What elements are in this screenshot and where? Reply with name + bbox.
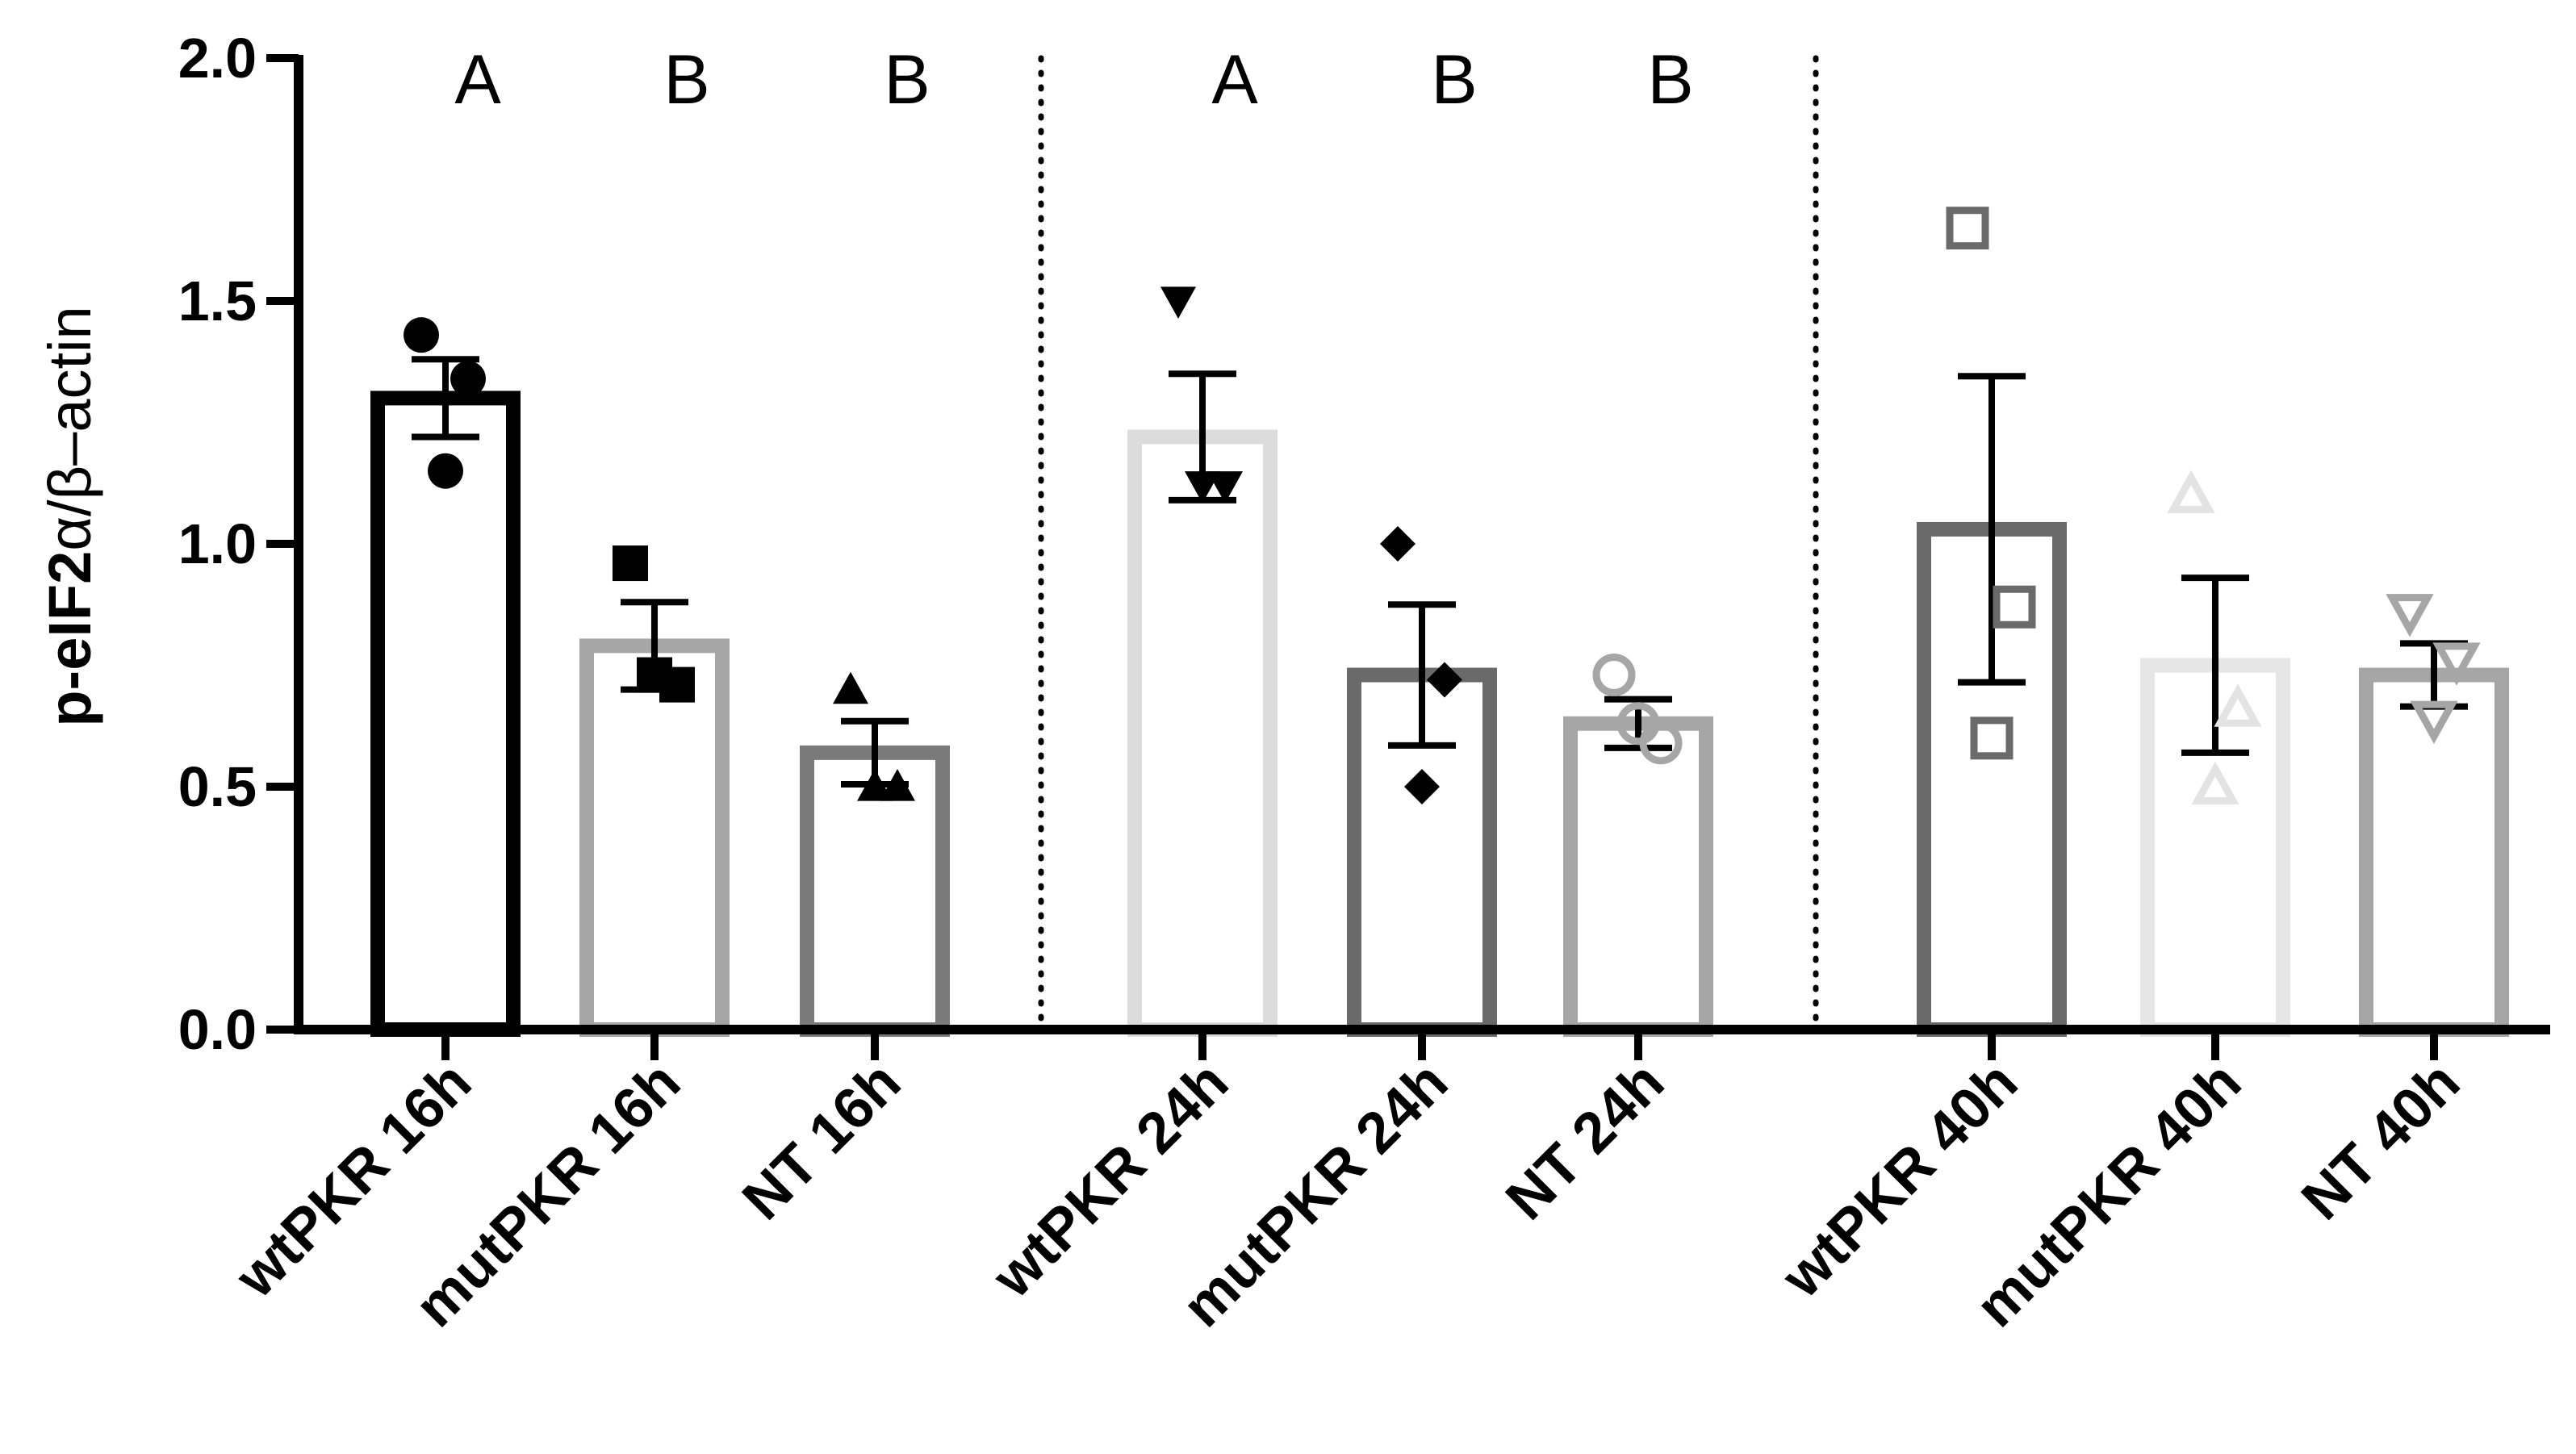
data-point-7-3 bbox=[1970, 717, 2014, 760]
significance-letter-2: B bbox=[663, 41, 709, 119]
data-point-7-1 bbox=[1946, 207, 1989, 250]
bar-4 bbox=[1127, 429, 1278, 1037]
significance-letter-4: A bbox=[1211, 41, 1258, 119]
data-point-6-1 bbox=[1592, 654, 1636, 697]
y-tick-label-1: 0.0 bbox=[178, 998, 257, 1061]
y-axis-label-alpha: α bbox=[36, 516, 103, 551]
data-point-9-3 bbox=[2410, 700, 2458, 744]
data-point-8-3 bbox=[2191, 761, 2239, 805]
data-point-5-1 bbox=[1380, 526, 1416, 562]
bar-6 bbox=[1563, 716, 1713, 1037]
category-label-6: NT 24h bbox=[1494, 1050, 1676, 1232]
bars bbox=[370, 391, 2509, 1037]
y-axis-label-suffix: /β–actin bbox=[36, 306, 103, 516]
error-bar-1 bbox=[412, 356, 479, 441]
data-point-1-1 bbox=[404, 317, 439, 353]
y-tick-label-5: 2.0 bbox=[178, 27, 257, 90]
data-point-3-2 bbox=[880, 769, 915, 801]
y-tick-label-4: 1.5 bbox=[178, 269, 257, 332]
data-point-3-3 bbox=[857, 769, 893, 801]
data-point-3-1 bbox=[833, 671, 868, 704]
significance-letter-6: B bbox=[1647, 41, 1693, 119]
data-point-2-1 bbox=[613, 545, 648, 582]
data-point-4-2 bbox=[1207, 471, 1243, 503]
bar-2 bbox=[579, 638, 730, 1037]
y-axis-label-prefix: p-eIF2 bbox=[36, 551, 103, 727]
error-bar-8 bbox=[2181, 574, 2249, 756]
category-label-3: NT 16h bbox=[730, 1050, 913, 1232]
data-point-1-3 bbox=[428, 453, 463, 489]
data-point-5-2 bbox=[1427, 662, 1462, 698]
data-point-5-3 bbox=[1404, 769, 1440, 804]
error-bar-5 bbox=[1388, 601, 1456, 749]
data-point-4-1 bbox=[1160, 286, 1196, 319]
category-label-9: NT 40h bbox=[2290, 1050, 2472, 1232]
data-point-8-1 bbox=[2167, 470, 2215, 513]
significance-letter-3: B bbox=[884, 41, 930, 119]
significance-letter-1: A bbox=[454, 41, 501, 119]
significance-letter-5: B bbox=[1431, 41, 1477, 119]
data-point-2-3 bbox=[637, 657, 672, 693]
data-point-9-2 bbox=[2432, 642, 2481, 686]
data-point-1-2 bbox=[450, 361, 486, 397]
y-tick-label-3: 1.0 bbox=[178, 512, 257, 575]
data-points bbox=[404, 207, 2481, 805]
error-bar-7 bbox=[1958, 373, 2026, 686]
bar-1 bbox=[370, 391, 521, 1037]
data-point-7-2 bbox=[1993, 585, 2036, 629]
y-tick-label-2: 0.5 bbox=[178, 755, 257, 818]
group-separators bbox=[1038, 55, 1819, 1033]
data-point-4-3 bbox=[1185, 471, 1220, 503]
bar-9 bbox=[2359, 667, 2509, 1037]
y-axis-label: p-eIF2α/β–actin bbox=[36, 306, 103, 726]
data-point-9-1 bbox=[2386, 594, 2434, 637]
data-point-6-3 bbox=[1616, 702, 1660, 746]
data-point-8-2 bbox=[2214, 683, 2262, 727]
y-ticks: 0.0 0.5 1.0 1.5 2.0 bbox=[178, 27, 299, 1061]
